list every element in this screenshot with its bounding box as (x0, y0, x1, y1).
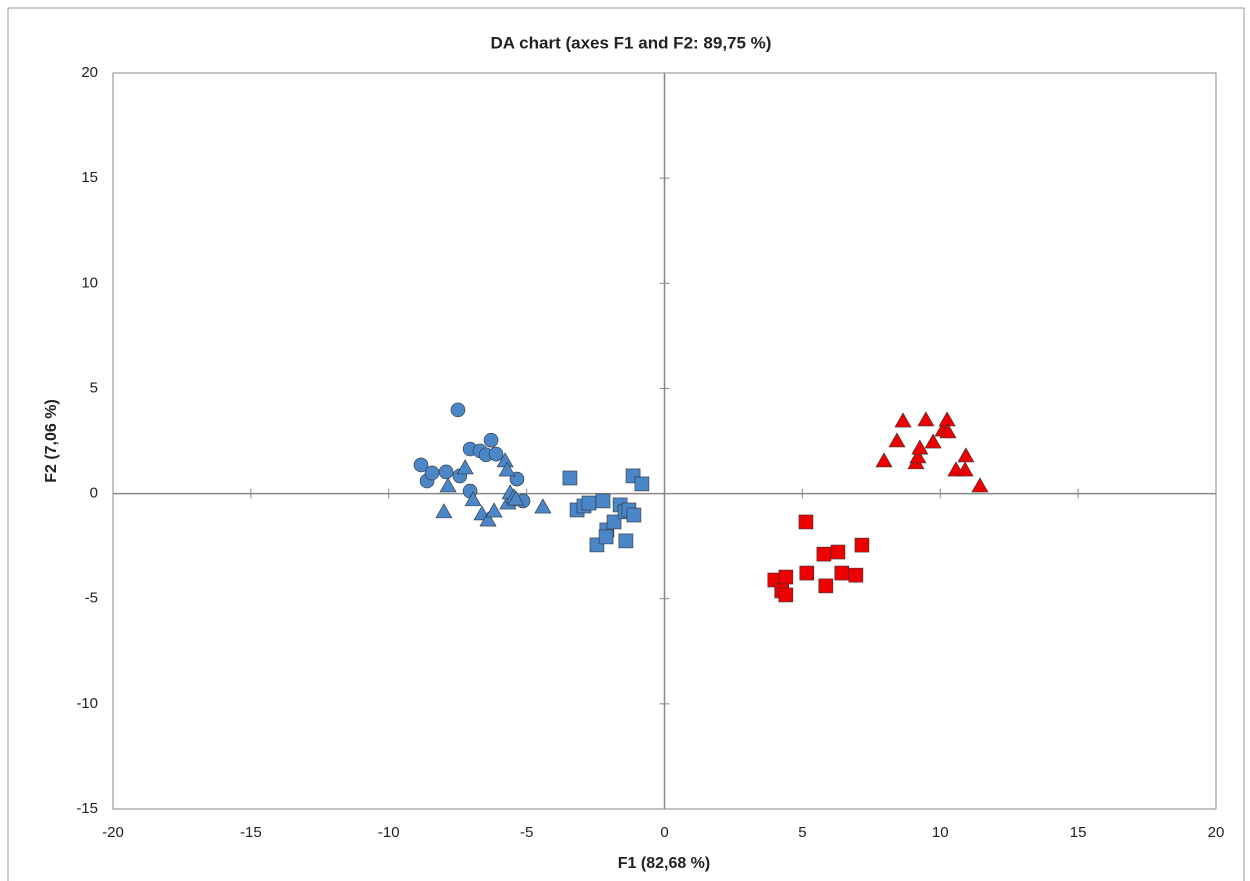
point (626, 507, 642, 523)
point (450, 402, 466, 418)
point (909, 448, 927, 464)
chart-title: DA chart (axes F1 and F2: 89,75 %) (491, 33, 772, 52)
point (562, 470, 578, 486)
y-tick-label: -15 (76, 800, 98, 817)
point (498, 461, 516, 477)
point (618, 533, 634, 549)
point (939, 423, 957, 439)
point (464, 491, 482, 507)
point (595, 493, 611, 509)
point (778, 587, 794, 603)
y-tick-label: 5 (90, 379, 98, 396)
point (956, 461, 974, 477)
point (924, 433, 942, 449)
point (938, 411, 956, 427)
point (479, 511, 497, 527)
y-tick-label: 15 (81, 169, 98, 186)
point (854, 537, 870, 553)
point (818, 578, 834, 594)
x-tick-label: -5 (520, 824, 533, 841)
x-tick-label: -10 (378, 824, 400, 841)
point (957, 447, 975, 463)
point (424, 465, 440, 481)
x-tick-label: 5 (798, 824, 806, 841)
point (438, 464, 454, 480)
point (456, 459, 474, 475)
point (435, 503, 453, 519)
point (816, 546, 832, 562)
point (507, 490, 525, 506)
point (971, 477, 989, 493)
y-tick-label: 10 (81, 274, 98, 291)
point (875, 452, 893, 468)
point (634, 476, 650, 492)
point (799, 565, 815, 581)
point (439, 477, 457, 493)
point (485, 502, 503, 518)
x-axis-title: F1 (82,68 %) (618, 855, 710, 872)
point (598, 529, 614, 545)
y-tick-label: -5 (85, 590, 98, 607)
point (834, 565, 850, 581)
point (848, 567, 864, 583)
point (917, 411, 935, 427)
point (606, 514, 622, 530)
x-tick-label: -15 (240, 824, 262, 841)
point (413, 457, 429, 473)
x-tick-label: 10 (932, 824, 949, 841)
point (778, 569, 794, 585)
point (894, 412, 912, 428)
point (798, 514, 814, 530)
y-tick-label: 20 (81, 64, 98, 81)
x-tick-label: 0 (660, 824, 668, 841)
point (830, 544, 846, 560)
point (888, 432, 906, 448)
y-tick-label: -10 (76, 695, 98, 712)
point (534, 498, 552, 514)
point (911, 439, 929, 455)
point (488, 446, 504, 462)
x-tick-label: -20 (102, 824, 124, 841)
point (483, 432, 499, 448)
y-axis-title: F2 (7,06 %) (43, 399, 60, 483)
x-tick-label: 20 (1208, 824, 1225, 841)
point (581, 495, 597, 511)
x-tick-label: 15 (1070, 824, 1087, 841)
y-tick-label: 0 (90, 485, 98, 502)
